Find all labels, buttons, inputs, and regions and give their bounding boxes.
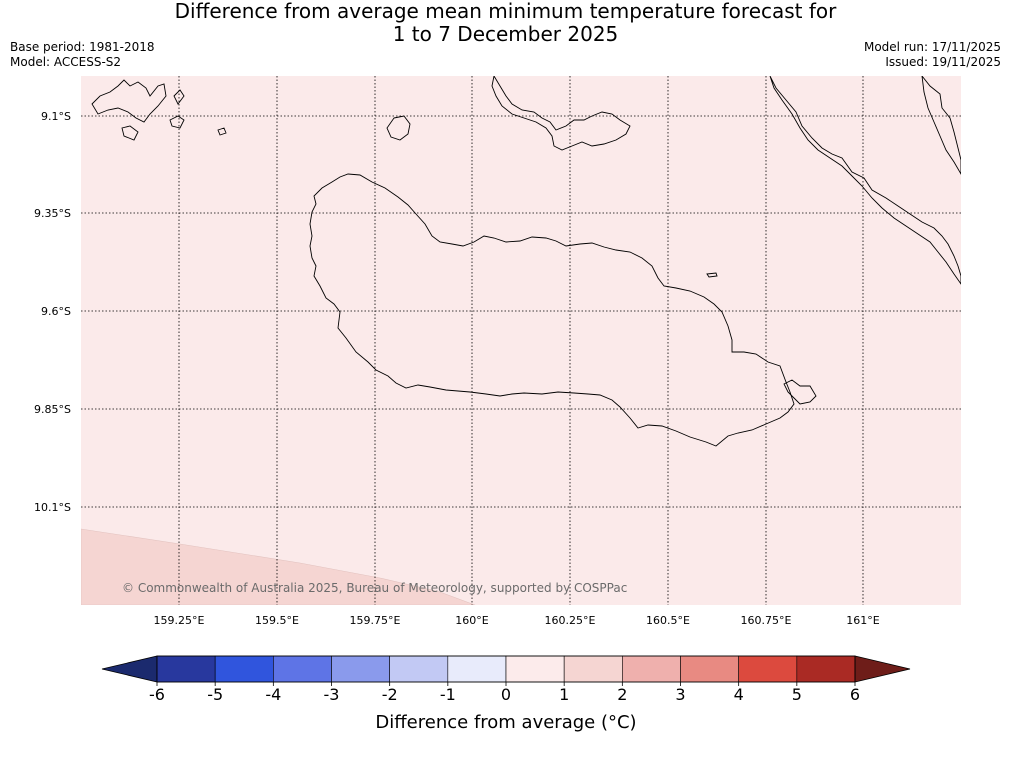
colorbar-ticks: -6 -5 -4 -3 -2 -1 0 1 2 3 4 5 6: [149, 682, 860, 704]
colorbar-segment: [622, 655, 681, 683]
colorbar-tick-label: -1: [440, 685, 456, 704]
issued-date: Issued: 19/11/2025: [885, 55, 1001, 69]
colorbar-tick-label: 5: [792, 685, 802, 704]
colorbar-tick-label: 4: [734, 685, 744, 704]
lat-label: 9.35°S: [34, 207, 71, 220]
colorbar-segment: [680, 655, 739, 683]
colorbar-over-arrow: [854, 655, 911, 683]
colorbar-segment: [389, 655, 449, 683]
longitude-labels: 159.25°E 159.5°E 159.75°E 160°E 160.25°E…: [154, 614, 880, 627]
lon-label: 159.5°E: [255, 614, 299, 627]
colorbar-segments: [156, 655, 856, 683]
lon-label: 160°E: [455, 614, 488, 627]
russell-islands: [91, 79, 227, 141]
colorbar-tick-label: -3: [324, 685, 340, 704]
chart-title: Difference from average mean minimum tem…: [0, 0, 1011, 46]
colorbar-tick-label: 2: [617, 685, 627, 704]
colorbar-tick-label: 0: [501, 685, 511, 704]
small-islet: [706, 272, 718, 278]
lon-label: 161°E: [846, 614, 879, 627]
lat-label: 9.85°S: [34, 403, 71, 416]
model-run: Model run: 17/11/2025: [863, 40, 1001, 54]
colorbar-tick-label: -4: [265, 685, 281, 704]
grid-lines: [81, 76, 961, 605]
colorbar: -6 -5 -4 -3 -2 -1 0 1 2 3 4 5 6 Difference from aver…: [101, 655, 911, 733]
savo-island: [386, 115, 411, 141]
colorbar-tick-label: -6: [149, 685, 165, 704]
colorbar-segment: [273, 655, 332, 683]
colorbar-segment: [156, 655, 216, 683]
colorbar-segment: [447, 655, 507, 683]
marau-islands: [783, 379, 817, 405]
title-line-2: 1 to 7 December 2025: [392, 22, 619, 46]
lon-label: 159.25°E: [154, 614, 205, 627]
colorbar-segment: [505, 655, 565, 683]
southwest-warm-band: [81, 528, 476, 605]
latitude-labels: 9.1°S 9.35°S 9.6°S 9.85°S 10.1°S: [34, 110, 71, 514]
colorbar-under-arrow: [101, 655, 158, 683]
model-name: Model: ACCESS-S2: [10, 55, 122, 69]
florida-islands: [491, 76, 631, 151]
colorbar-tick-label: 6: [850, 685, 860, 704]
lat-label: 10.1°S: [34, 501, 71, 514]
lat-label: 9.6°S: [41, 305, 71, 318]
colorbar-segment: [796, 655, 856, 683]
lon-label: 160.25°E: [545, 614, 596, 627]
lon-label: 160.75°E: [741, 614, 792, 627]
colorbar-segment: [563, 655, 623, 683]
colorbar-tick-label: -5: [207, 685, 223, 704]
meta-right: Model run: 17/11/2025 Issued: 19/11/2025: [864, 40, 1001, 70]
base-period: Base period: 1981-2018: [10, 40, 155, 54]
copyright-notice: © Commonwealth of Australia 2025, Bureau…: [122, 581, 627, 595]
lon-label: 160.5°E: [646, 614, 690, 627]
colorbar-tick-label: 1: [559, 685, 569, 704]
malaita-coastline: [769, 76, 961, 285]
colorbar-segment: [331, 655, 390, 683]
lon-label: 159.75°E: [350, 614, 401, 627]
colorbar-tick-label: 3: [675, 685, 685, 704]
colorbar-tick-label: -2: [382, 685, 398, 704]
colorbar-label: Difference from average (°C): [375, 712, 636, 733]
colorbar-segment: [214, 655, 274, 683]
colorbar-segment: [738, 655, 798, 683]
title-line-1: Difference from average mean minimum tem…: [174, 0, 837, 23]
guadalcanal-coastline: [309, 173, 795, 447]
meta-left: Base period: 1981-2018 Model: ACCESS-S2: [10, 40, 155, 70]
map-area: [81, 76, 961, 605]
lat-label: 9.1°S: [41, 110, 71, 123]
